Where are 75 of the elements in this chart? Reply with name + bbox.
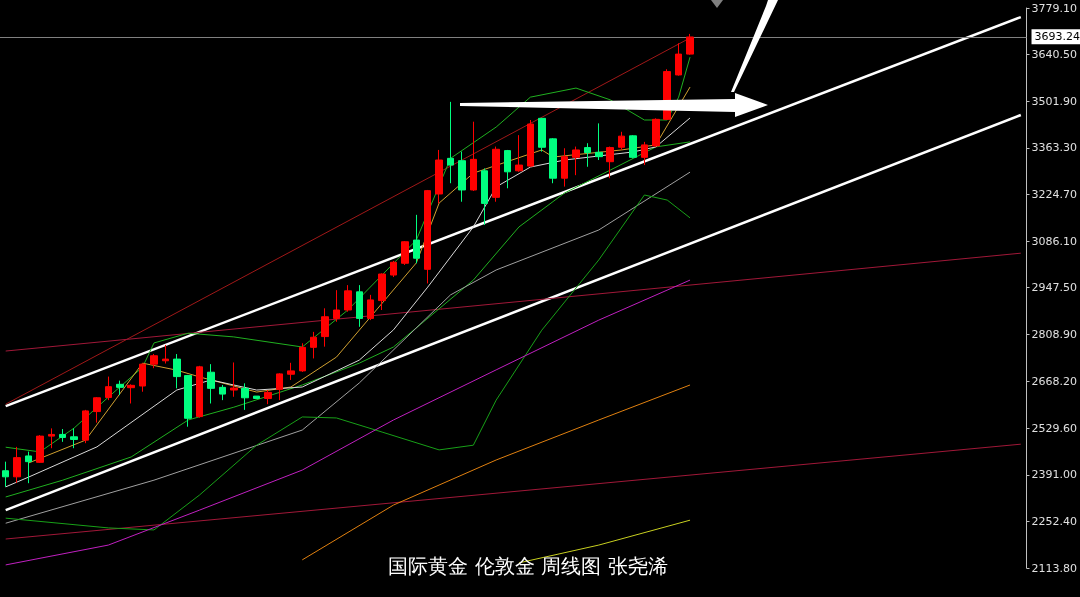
candlestick: [572, 146, 580, 176]
candlestick: [127, 383, 135, 404]
candlestick: [401, 240, 409, 266]
candlestick: [344, 284, 352, 313]
candlestick: [390, 260, 397, 278]
y-tick-label: 3224.70: [1031, 187, 1078, 201]
candlestick: [70, 427, 78, 449]
candlestick: [264, 389, 272, 405]
candlestick: [367, 294, 374, 321]
candlestick: [299, 342, 306, 373]
candlestick: [207, 363, 215, 404]
ref-line-label: 3693.24: [1034, 30, 1080, 44]
candlestick: [150, 353, 158, 369]
candlestick: [481, 167, 488, 226]
candlestick: [287, 362, 295, 381]
candlestick: [515, 134, 523, 173]
candlestick: [549, 137, 557, 184]
candlestick: [241, 382, 249, 411]
candlestick: [321, 307, 329, 348]
candlestick: [356, 284, 363, 328]
candlestick: [606, 146, 614, 179]
y-tick-label: 3779.10: [1031, 1, 1078, 15]
candlestick: [230, 361, 238, 398]
y-tick-label: 3086.10: [1031, 234, 1078, 248]
y-tick-label: 2808.90: [1031, 327, 1078, 341]
candlestick: [504, 149, 511, 189]
y-tick-label: 2529.60: [1031, 421, 1078, 435]
y-tick-label: 2252.40: [1031, 514, 1078, 528]
candlestick: [139, 362, 146, 393]
candlestick: [13, 446, 21, 484]
candlestick: [424, 189, 431, 284]
candlestick: [196, 365, 203, 419]
candlestick: [93, 396, 101, 424]
candlestick: [310, 331, 317, 359]
candlestick: [413, 214, 420, 264]
candlestick: [492, 146, 500, 203]
candlestick: [652, 117, 660, 148]
candlestick: [48, 427, 55, 449]
candlestick: [584, 142, 591, 168]
text: 国际黄金 伦敦金 周线图 张尧浠: [388, 554, 668, 578]
candlestick: [276, 372, 283, 401]
y-tick-label: 3640.50: [1031, 48, 1078, 62]
candlestick: [686, 33, 694, 56]
candlestick: [378, 272, 386, 311]
candlestick: [595, 122, 603, 161]
candlestick: [447, 101, 454, 184]
candlestick: [162, 344, 169, 364]
candlestick: [618, 131, 625, 151]
candlestick: [184, 374, 192, 428]
candlestick: [458, 151, 466, 203]
candlestick: [2, 461, 9, 488]
candlestick: [675, 42, 682, 77]
candlestick: [25, 451, 32, 484]
y-tick-label: 3363.30: [1031, 141, 1078, 155]
candlestick: [253, 395, 260, 399]
candlestick: [82, 409, 89, 444]
candlestick: [173, 353, 181, 389]
candlestick: [219, 384, 226, 401]
y-tick-label: 2668.20: [1031, 375, 1078, 389]
y-tick-label: 2947.50: [1031, 281, 1078, 295]
candlestick: [538, 117, 546, 153]
candlestick: [527, 119, 534, 168]
candlestick: [470, 121, 477, 192]
candlestick: [59, 428, 66, 443]
candlestick: [641, 141, 648, 166]
candlestick: [105, 376, 112, 401]
candlestick: [116, 380, 124, 396]
candlestick: [36, 434, 44, 464]
candlestick: [435, 149, 443, 204]
y-tick-label: 3501.90: [1031, 94, 1078, 108]
candlestick: [333, 289, 340, 323]
candlestick: [561, 147, 568, 188]
candlestick: [629, 134, 637, 159]
y-tick-label: 2391.00: [1031, 468, 1078, 482]
y-tick-label: 2113.80: [1031, 561, 1078, 575]
